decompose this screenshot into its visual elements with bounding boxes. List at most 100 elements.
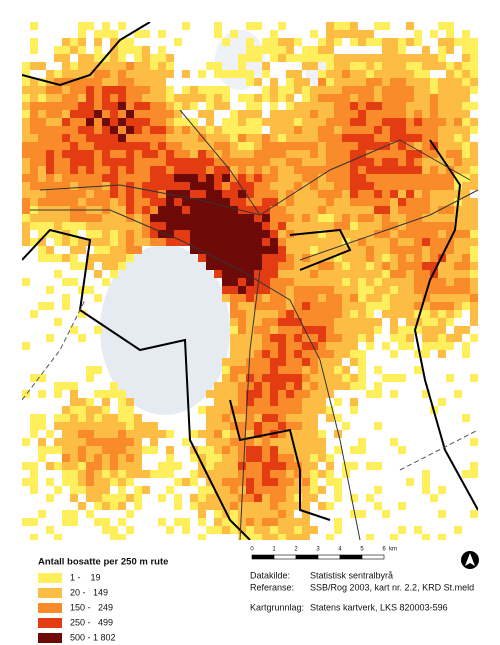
grid-cell [270,478,278,486]
grid-cell [302,118,310,126]
grid-cell [422,150,430,158]
grid-cell [390,86,398,94]
grid-cell [390,270,398,278]
grid-cell [246,494,254,502]
grid-cell [470,126,478,134]
grid-cell [102,78,110,86]
grid-cell [230,246,238,254]
grid-cell [54,94,62,102]
grid-cell [230,454,238,462]
grid-cell [254,422,262,430]
grid-cell [150,470,158,478]
grid-cell [334,278,342,286]
grid-cell [166,126,174,134]
grid-cell [446,342,454,350]
grid-cell [326,278,334,286]
grid-cell [270,46,278,54]
grid-cell [78,62,86,70]
grid-cell [286,190,294,198]
grid-cell [270,390,278,398]
grid-cell [358,334,366,342]
grid-cell [374,190,382,198]
grid-cell [382,94,390,102]
grid-cell [270,462,278,470]
grid-cell [254,158,262,166]
grid-cell [398,134,406,142]
grid-cell [54,158,62,166]
grid-cell [246,446,254,454]
grid-cell [262,150,270,158]
grid-cell [286,246,294,254]
grid-cell [94,462,102,470]
grid-cell [454,150,462,158]
grid-cell [118,198,126,206]
grid-cell [102,142,110,150]
grid-cell [470,46,478,54]
grid-cell [294,278,302,286]
grid-cell [302,486,310,494]
grid-cell [222,270,230,278]
grid-cell [126,182,134,190]
grid-cell [262,534,270,540]
grid-cell [254,230,262,238]
grid-cell [366,462,374,470]
grid-cell [262,406,270,414]
grid-cell [334,302,342,310]
grid-cell [182,102,190,110]
grid-cell [62,518,70,526]
grid-cell [174,118,182,126]
grid-cell [294,534,302,540]
grid-cell [30,414,38,422]
grid-cell [350,38,358,46]
grid-cell [38,454,46,462]
grid-cell [158,94,166,102]
grid-cell [278,358,286,366]
grid-cell [102,454,110,462]
grid-cell [462,270,470,278]
grid-cell [230,358,238,366]
grid-cell [230,206,238,214]
road [239,269,261,540]
grid-cell [62,462,70,470]
grid-cell [430,326,438,334]
grid-cell [414,262,422,270]
grid-cell [334,398,342,406]
grid-cell [342,350,350,358]
grid-cell [438,182,446,190]
grid-cell [302,270,310,278]
grid-cell [342,270,350,278]
grid-cell [334,518,342,526]
grid-cell [142,62,150,70]
grid-cell [342,110,350,118]
grid-cell [246,150,254,158]
grid-cell [342,342,350,350]
grid-cell [230,110,238,118]
grid-cell [86,430,94,438]
grid-cell [286,342,294,350]
grid-cell [294,126,302,134]
grid-cell [126,206,134,214]
grid-cell [286,86,294,94]
grid-cell [342,382,350,390]
grid-cell [430,238,438,246]
grid-cell [38,374,46,382]
grid-cell [118,182,126,190]
grid-cell [334,414,342,422]
grid-cell [262,238,270,246]
grid-cell [126,526,134,534]
grid-cell [318,310,326,318]
grid-cell [270,222,278,230]
grid-cell [134,30,142,38]
grid-cell [118,158,126,166]
grid-cell [406,222,414,230]
grid-cell [350,294,358,302]
grid-cell [382,54,390,62]
grid-cell [134,118,142,126]
grid-cell [430,254,438,262]
grid-cell [246,310,254,318]
grid-cell [302,502,310,510]
grid-cell [86,198,94,206]
grid-cell [94,246,102,254]
grid-cell [326,294,334,302]
grid-cell [414,246,422,254]
